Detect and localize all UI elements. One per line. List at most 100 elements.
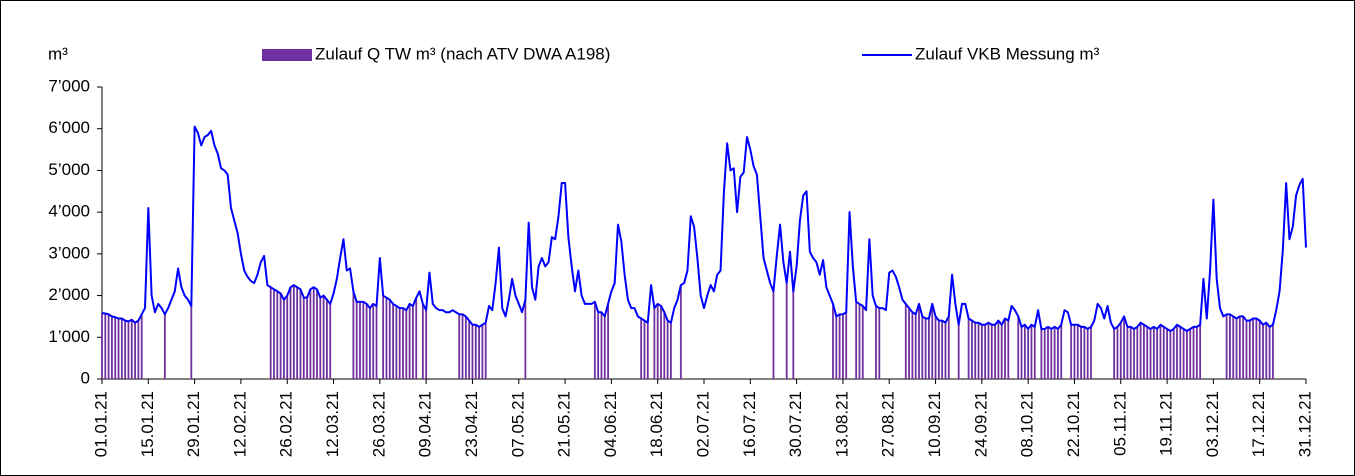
bar: [382, 295, 385, 379]
x-tick-label: 30.07.21: [786, 391, 805, 457]
bar: [974, 322, 977, 379]
bar: [980, 324, 983, 379]
bar: [104, 313, 107, 379]
y-tick-label: 1’000: [48, 327, 90, 346]
bar: [137, 320, 140, 379]
bar: [1033, 326, 1036, 379]
bar: [977, 322, 980, 379]
bar: [997, 320, 1000, 379]
bar: [918, 303, 920, 379]
bar: [1235, 318, 1238, 379]
bar: [190, 306, 193, 379]
bar: [385, 297, 388, 379]
bar: [369, 308, 371, 379]
bar: [1129, 326, 1132, 379]
bar: [835, 316, 838, 379]
x-tick-label: 21.05.21: [555, 391, 574, 457]
x-tick-label: 13.08.21: [832, 391, 851, 457]
bar: [785, 283, 788, 379]
bar: [163, 314, 166, 379]
bar: [283, 299, 285, 379]
bar: [524, 299, 527, 379]
bar: [464, 316, 467, 379]
bar: [140, 314, 143, 379]
bar: [1143, 324, 1145, 379]
bar: [312, 287, 315, 379]
bar: [653, 308, 656, 379]
x-tick-label: 03.12.21: [1203, 391, 1222, 457]
bar: [1169, 331, 1172, 379]
bar: [666, 320, 669, 379]
bar: [395, 306, 398, 379]
bar: [1186, 331, 1188, 379]
bar: [1043, 328, 1046, 379]
bar: [117, 318, 120, 379]
bar: [1182, 328, 1185, 379]
bar: [107, 314, 110, 379]
bar: [1252, 318, 1254, 379]
bar: [858, 303, 861, 379]
bar: [772, 291, 775, 379]
bar: [322, 295, 325, 379]
bar: [458, 314, 461, 379]
bar: [1268, 326, 1271, 379]
bar: [904, 303, 907, 379]
bar: [908, 308, 910, 379]
bar: [1176, 324, 1178, 379]
y-tick-label: 6’000: [48, 118, 90, 137]
x-tick-label: 02.07.21: [693, 391, 712, 457]
bar: [861, 306, 864, 379]
x-tick-label: 26.02.21: [277, 391, 296, 457]
x-tick-label: 19.11.21: [1157, 391, 1176, 456]
bar: [1162, 326, 1165, 379]
bar: [326, 299, 328, 379]
bar: [875, 306, 877, 379]
bar: [1189, 328, 1192, 379]
x-tick-label: 10.09.21: [925, 391, 944, 457]
bar: [302, 297, 305, 379]
bar: [372, 303, 375, 379]
bar: [994, 324, 996, 379]
bar: [296, 287, 299, 379]
bar: [646, 322, 649, 379]
bar: [1265, 322, 1268, 379]
bar: [1159, 324, 1162, 379]
bar: [1020, 326, 1023, 379]
bar: [957, 324, 960, 379]
bar: [941, 320, 944, 379]
legend-label: Zulauf Q TW m³ (nach ATV DWA A198): [315, 44, 610, 63]
x-tick-label: 27.08.21: [879, 391, 898, 457]
bar: [607, 303, 609, 379]
bar: [289, 287, 292, 379]
bar: [101, 313, 103, 379]
y-unit: m³: [48, 44, 68, 63]
bar: [656, 303, 659, 379]
x-tick-label: 18.06.21: [647, 391, 666, 457]
x-tick-label: 17.12.21: [1249, 391, 1268, 457]
bar: [359, 301, 361, 379]
bar: [124, 320, 127, 379]
bar: [316, 289, 318, 379]
bar: [352, 291, 355, 379]
bar: [306, 297, 308, 379]
bar: [461, 314, 464, 379]
bar: [990, 324, 993, 379]
bar: [967, 318, 970, 379]
bar: [640, 318, 643, 379]
x-tick-label: 01.01.21: [91, 391, 110, 457]
bar: [120, 318, 123, 379]
bar: [468, 320, 471, 379]
bar: [481, 324, 484, 379]
bar: [971, 320, 973, 379]
bar: [1073, 324, 1076, 379]
bar: [603, 316, 606, 379]
bar: [679, 285, 682, 379]
bar: [1149, 328, 1152, 379]
bar: [1272, 324, 1274, 379]
bar: [931, 303, 934, 379]
bar: [269, 287, 272, 379]
bar: [1050, 328, 1053, 379]
bar: [878, 308, 881, 379]
bar: [937, 320, 940, 379]
